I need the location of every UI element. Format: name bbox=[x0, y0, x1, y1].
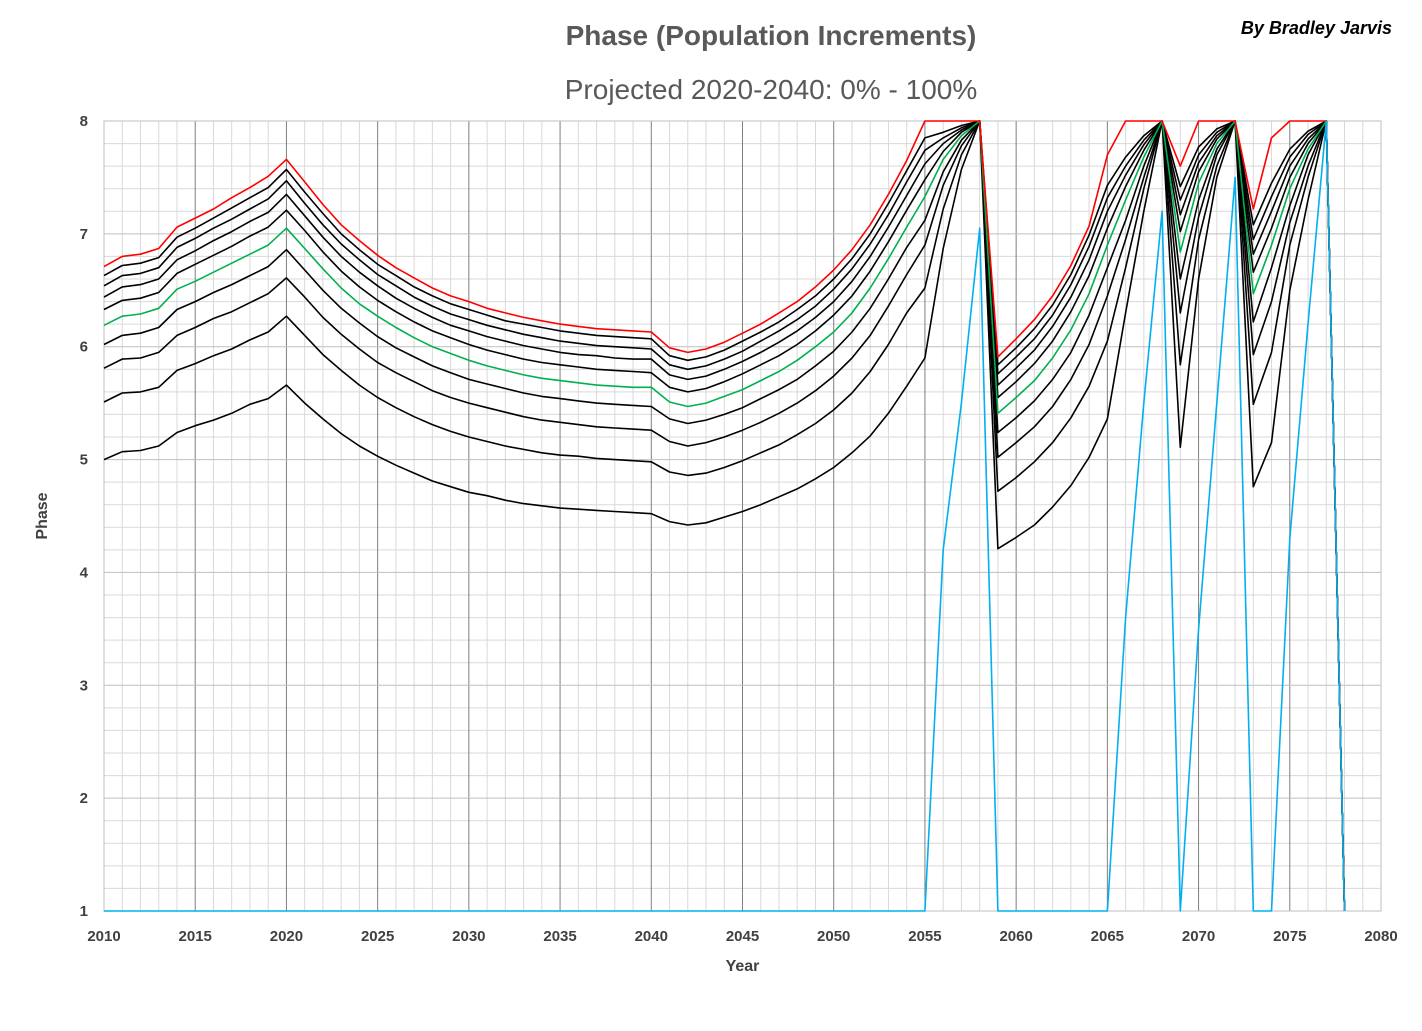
x-tick-label: 2015 bbox=[179, 928, 212, 945]
x-tick-label: 2010 bbox=[87, 928, 120, 945]
series-line-100pct bbox=[103, 120, 1346, 912]
x-tick-label: 2055 bbox=[908, 928, 941, 945]
x-tick-label: 2060 bbox=[999, 928, 1032, 945]
series-line-70pct bbox=[103, 120, 1346, 912]
y-tick-label: 8 bbox=[80, 113, 88, 130]
x-axis-label: Year bbox=[726, 958, 760, 975]
series-line-60pct bbox=[103, 120, 1346, 912]
series-line-50pct bbox=[103, 120, 1346, 912]
series-layer bbox=[103, 120, 1346, 912]
y-tick-label: 3 bbox=[80, 677, 88, 694]
series-line-40pct bbox=[103, 120, 1346, 912]
y-tick-label: 2 bbox=[80, 790, 88, 807]
x-tick-label: 2045 bbox=[726, 928, 759, 945]
series-line-80pct bbox=[103, 120, 1346, 912]
series-line-30pct bbox=[103, 120, 1346, 912]
x-tick-label: 2035 bbox=[543, 928, 576, 945]
y-tick-label: 5 bbox=[80, 452, 88, 469]
minor-gridlines bbox=[104, 121, 1381, 911]
y-tick-label: 4 bbox=[80, 564, 89, 581]
series-line-cyan bbox=[104, 120, 1346, 912]
x-axis-ticks: 2010 2015 2020 2025 2030 2035 2040 2045 2050 2055… bbox=[87, 928, 1397, 945]
x-tick-label: 2040 bbox=[635, 928, 668, 945]
series-line-0pct bbox=[103, 120, 1346, 912]
x-tick-label: 2050 bbox=[817, 928, 850, 945]
series-line-10pct bbox=[103, 120, 1346, 912]
chart-subtitle: Projected 2020-2040: 0% - 100% bbox=[564, 74, 978, 105]
x-tick-label: 2065 bbox=[1091, 928, 1124, 945]
y-tick-label: 7 bbox=[80, 226, 88, 243]
x-tick-label: 2020 bbox=[270, 928, 303, 945]
y-axis-label: Phase bbox=[34, 492, 51, 539]
x-tick-label: 2025 bbox=[361, 928, 394, 945]
x-tick-label: 2075 bbox=[1273, 928, 1306, 945]
x-tick-label: 2030 bbox=[452, 928, 485, 945]
x-tick-label: 2070 bbox=[1182, 928, 1215, 945]
series-line-20pct bbox=[103, 120, 1346, 912]
y-tick-label: 6 bbox=[80, 339, 88, 356]
chart-title: Phase (Population Increments) bbox=[565, 20, 977, 51]
author-credit: By Bradley Jarvis bbox=[1240, 18, 1392, 38]
x-tick-label: 2080 bbox=[1364, 928, 1397, 945]
y-axis-ticks: 1 2 3 4 5 6 7 8 bbox=[80, 113, 89, 920]
y-tick-label: 1 bbox=[80, 903, 88, 920]
